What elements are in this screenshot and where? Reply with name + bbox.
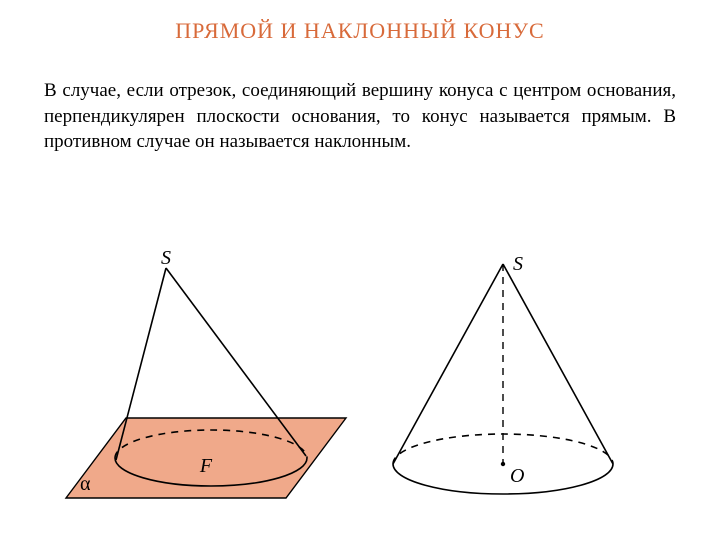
center-label: O	[510, 465, 524, 487]
apex-label: S	[161, 250, 171, 269]
page-title: ПРЯМОЙ И НАКЛОННЫЙ КОНУС	[0, 0, 720, 44]
figure-right-cone: S O	[368, 250, 638, 515]
base-ellipse-front	[393, 464, 613, 494]
figure-oblique-cone: S F α	[56, 250, 356, 515]
apex-label: S	[513, 253, 523, 275]
plane-label: α	[80, 473, 91, 495]
center-point	[501, 462, 505, 466]
definition-paragraph: В случае, если отрезок, соединяющий верш…	[0, 44, 720, 155]
lateral-edge-left	[393, 264, 503, 464]
focus-label: F	[199, 455, 213, 477]
figures-row: S F α S O	[56, 250, 638, 515]
